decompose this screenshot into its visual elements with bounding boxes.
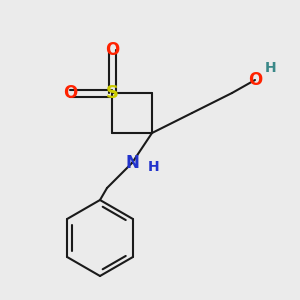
- Text: S: S: [106, 84, 118, 102]
- Text: N: N: [125, 154, 139, 172]
- Text: O: O: [248, 71, 262, 89]
- Text: O: O: [63, 84, 77, 102]
- Text: O: O: [105, 41, 119, 59]
- Text: H: H: [148, 160, 160, 174]
- Text: H: H: [265, 61, 277, 75]
